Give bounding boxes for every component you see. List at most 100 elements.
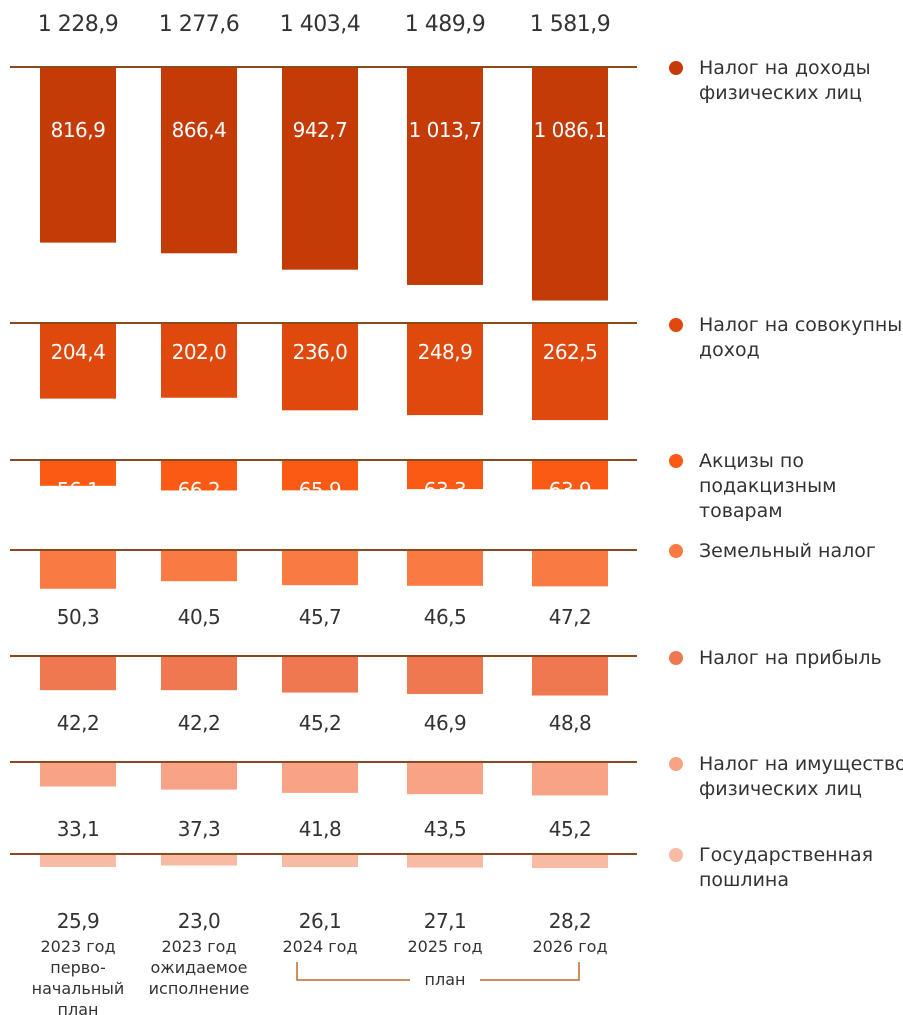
legend-label: физических лиц [699,778,862,800]
bar [532,854,608,869]
total-label: 1 277,6 [159,12,239,37]
legend-label: физических лиц [699,82,862,104]
data-label: 1 086,1 [534,118,607,142]
legend-label: Государственная [699,844,873,866]
bar [532,67,608,301]
plan-bracket-right [480,962,580,981]
legend-label: Налог на доходы [699,57,871,79]
bar [407,762,483,795]
legend-label: товарам [699,500,783,522]
data-label: 23,0 [178,909,221,933]
bar [282,656,358,693]
category-label: 2023 год [161,937,236,956]
legend-label: Налог на совокупный [699,314,903,336]
bar [161,460,237,491]
data-label: 40,5 [178,605,221,629]
data-label: 45,7 [299,605,342,629]
data-label: 262,5 [543,340,598,364]
data-label: 28,2 [549,909,592,933]
legend-label: Налог на имущество [699,753,903,775]
legend-label: Земельный налог [699,540,876,562]
legend-marker [669,544,683,558]
bar [282,460,358,491]
data-label: 248,9 [418,340,473,364]
category-label: перво- [50,958,105,977]
data-label: 65,9 [299,478,342,502]
total-label: 1 403,4 [280,12,360,37]
category-label: 2026 год [532,937,607,956]
legend-marker [669,454,683,468]
data-label: 48,8 [549,711,592,735]
data-label: 46,9 [424,711,467,735]
data-label: 42,2 [178,711,221,735]
category-label: 2023 год [40,937,115,956]
bar [532,323,608,421]
bar [40,460,116,486]
data-label: 45,2 [299,711,342,735]
bar [532,762,608,796]
data-label: 66,2 [178,478,221,502]
bar [161,762,237,790]
plan-group-label: план [425,970,466,989]
bar [40,67,116,243]
data-label: 816,9 [51,118,106,142]
bar [40,854,116,867]
data-label: 236,0 [293,340,348,364]
data-label: 942,7 [293,118,348,142]
plan-bracket-left [296,962,410,981]
category-label: 2024 год [282,937,357,956]
bar [282,762,358,793]
legend-label: подакцизным [699,475,836,497]
data-label: 1 013,7 [409,118,482,142]
legend-marker [669,651,683,665]
data-label: 25,9 [57,909,100,933]
data-label: 50,3 [57,605,100,629]
legend-marker [669,318,683,332]
category-label: начальный [32,979,125,998]
data-label: 202,0 [172,340,227,364]
data-label: 33,1 [57,817,100,841]
bar [532,656,608,696]
data-label: 27,1 [424,909,467,933]
data-label: 45,2 [549,817,592,841]
bar [407,550,483,586]
data-label: 46,5 [424,605,467,629]
category-label: план [58,1000,99,1015]
total-label: 1 228,9 [38,12,118,37]
bar [40,656,116,691]
data-label: 43,5 [424,817,467,841]
data-label: 866,4 [172,118,227,142]
bar [282,550,358,586]
bar [407,656,483,694]
total-label: 1 489,9 [405,12,485,37]
bar [282,854,358,868]
bar [407,323,483,416]
bar [407,460,483,490]
legend-label: Налог на прибыль [699,647,882,669]
bar [40,323,116,399]
data-label: 42,2 [57,711,100,735]
legend-marker [669,757,683,771]
data-label: 63,3 [424,478,467,502]
bar [532,550,608,587]
total-label: 1 581,9 [530,12,610,37]
legend-label: Акцизы по [699,450,804,472]
category-label: 2025 год [407,937,482,956]
data-label: 204,4 [51,340,106,364]
bar [532,460,608,490]
data-label: 63,9 [549,478,592,502]
data-label: 47,2 [549,605,592,629]
bar [40,762,116,787]
category-label: исполнение [149,979,250,998]
category-label: ожидаемое [150,958,247,977]
data-label: 37,3 [178,817,221,841]
bar [407,67,483,285]
bar [40,550,116,589]
bar [407,854,483,868]
legend-marker [669,61,683,75]
bar [161,323,237,398]
bar [282,67,358,270]
legend-label: пошлина [699,869,789,891]
bar [161,550,237,582]
